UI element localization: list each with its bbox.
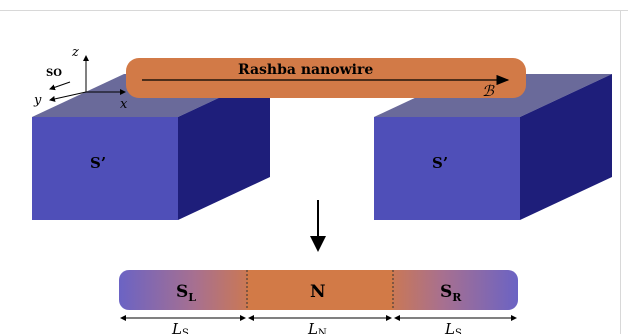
middle-length-label: LN — [307, 320, 327, 334]
right-block-front-face — [374, 117, 520, 220]
right-length-main: L — [444, 320, 455, 334]
left-length-sub: S — [182, 328, 189, 334]
field-label: ℬ — [482, 82, 495, 100]
junction-middle-label: N — [310, 282, 326, 302]
junction-left-label-sub: L — [188, 291, 196, 304]
junction-bar: SL N SR — [119, 270, 518, 310]
nanowire-title: Rashba nanowire — [238, 62, 373, 78]
right-block-side-face — [520, 74, 612, 220]
right-length-label: LS — [444, 320, 462, 334]
rashba-nanowire: Rashba nanowire ℬ — [126, 58, 526, 100]
right-length-sub: S — [455, 328, 462, 334]
transformation-arrow — [310, 200, 326, 252]
left-superconductor-label: S’ — [90, 154, 106, 172]
nanowire-bar — [126, 58, 526, 98]
right-superconductor-block: S’ — [374, 74, 612, 220]
middle-length-sub: N — [318, 328, 327, 334]
junction-right-label: SR — [440, 282, 462, 304]
x-axis-label: x — [120, 97, 128, 112]
left-block-side-face — [178, 74, 270, 220]
left-block-front-face — [32, 117, 178, 220]
so-direction-arrow — [49, 81, 71, 91]
length-dimensions: LS LN LS — [120, 315, 517, 334]
junction-left-label-main: S — [176, 282, 188, 302]
y-axis-arrow — [49, 91, 87, 102]
junction-right-label-main: S — [440, 282, 452, 302]
junction-right-sc-segment — [380, 270, 518, 310]
right-superconductor-label: S’ — [432, 154, 448, 172]
left-length-main: L — [171, 320, 182, 334]
left-length-label: LS — [171, 320, 189, 334]
junction-left-sc-segment — [119, 270, 259, 310]
middle-length-main: L — [307, 320, 318, 334]
junction-left-label: SL — [176, 282, 196, 304]
junction-normal-segment — [247, 270, 393, 310]
coordinate-axes: z x y SO — [33, 45, 128, 112]
y-axis-label: y — [33, 93, 42, 108]
z-axis-label: z — [71, 45, 79, 60]
down-arrow-head — [310, 236, 326, 252]
junction-right-label-sub: R — [452, 291, 462, 304]
so-label: SO — [46, 68, 62, 79]
